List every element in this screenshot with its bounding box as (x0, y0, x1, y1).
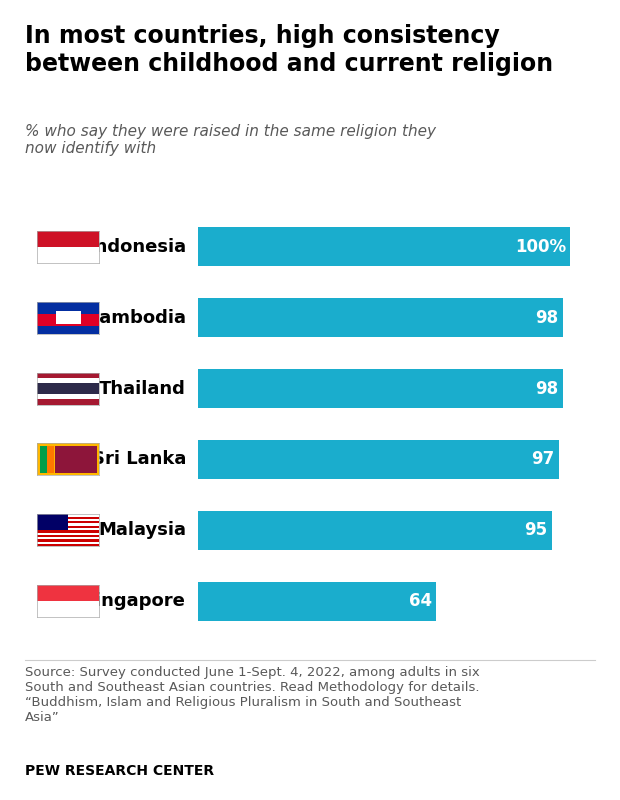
Bar (198, 369, 563, 408)
Bar (198, 440, 559, 479)
Text: Thailand: Thailand (99, 379, 186, 398)
Text: Sri Lanka: Sri Lanka (92, 450, 186, 469)
Text: % who say they were raised in the same religion they
now identify with: % who say they were raised in the same r… (25, 124, 436, 157)
Text: In most countries, high consistency
between childhood and current religion: In most countries, high consistency betw… (25, 24, 553, 76)
Text: 98: 98 (536, 379, 559, 398)
Text: 95: 95 (525, 522, 547, 539)
Bar (198, 510, 552, 550)
Text: Singapore: Singapore (83, 592, 186, 610)
Bar (198, 582, 436, 621)
Text: Indonesia: Indonesia (88, 238, 186, 256)
Text: Source: Survey conducted June 1-Sept. 4, 2022, among adults in six
South and Sou: Source: Survey conducted June 1-Sept. 4,… (25, 666, 479, 723)
Text: PEW RESEARCH CENTER: PEW RESEARCH CENTER (25, 764, 214, 778)
Bar (198, 298, 563, 338)
Text: Cambodia: Cambodia (86, 309, 186, 326)
Text: Malaysia: Malaysia (98, 522, 186, 539)
Text: 98: 98 (536, 309, 559, 326)
Text: 64: 64 (409, 592, 432, 610)
Text: 97: 97 (531, 450, 555, 469)
Text: 100%: 100% (515, 238, 566, 256)
Bar (198, 227, 570, 266)
